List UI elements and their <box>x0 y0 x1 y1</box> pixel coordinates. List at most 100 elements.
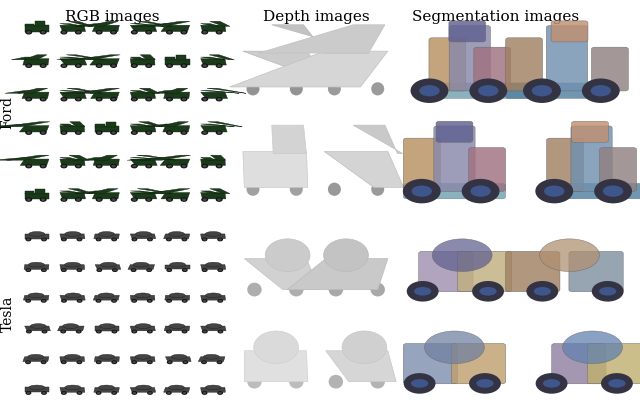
Circle shape <box>61 361 67 364</box>
Polygon shape <box>164 234 189 239</box>
Polygon shape <box>23 59 49 66</box>
Polygon shape <box>131 160 157 166</box>
Circle shape <box>202 268 207 273</box>
Circle shape <box>201 97 208 102</box>
Polygon shape <box>68 189 93 194</box>
Polygon shape <box>23 357 49 362</box>
Polygon shape <box>131 387 156 392</box>
Ellipse shape <box>99 385 115 390</box>
Ellipse shape <box>328 183 341 196</box>
Circle shape <box>113 331 116 333</box>
FancyBboxPatch shape <box>506 84 608 99</box>
Circle shape <box>41 65 45 68</box>
Circle shape <box>182 299 188 303</box>
Circle shape <box>40 198 47 202</box>
Text: Ford: Ford <box>1 96 15 129</box>
Circle shape <box>27 65 31 68</box>
Polygon shape <box>211 156 226 161</box>
Circle shape <box>148 331 152 333</box>
Polygon shape <box>201 158 215 161</box>
Circle shape <box>216 64 223 69</box>
Circle shape <box>167 239 171 241</box>
Polygon shape <box>60 158 79 161</box>
Circle shape <box>25 299 31 303</box>
Circle shape <box>97 361 100 363</box>
Circle shape <box>60 31 67 36</box>
Ellipse shape <box>411 379 428 388</box>
Circle shape <box>132 32 136 35</box>
FancyBboxPatch shape <box>591 48 628 92</box>
Circle shape <box>27 99 31 101</box>
Ellipse shape <box>289 283 303 297</box>
Polygon shape <box>209 56 234 61</box>
Polygon shape <box>159 122 189 128</box>
Polygon shape <box>60 265 84 270</box>
Circle shape <box>523 79 561 104</box>
FancyBboxPatch shape <box>434 127 475 192</box>
Polygon shape <box>138 22 172 27</box>
Circle shape <box>217 391 223 395</box>
Polygon shape <box>145 125 175 128</box>
Circle shape <box>180 31 188 36</box>
Polygon shape <box>163 126 189 133</box>
Circle shape <box>111 32 116 35</box>
Circle shape <box>131 299 137 303</box>
Circle shape <box>146 268 152 273</box>
Ellipse shape <box>412 186 432 197</box>
Circle shape <box>217 99 221 101</box>
Ellipse shape <box>247 375 262 389</box>
Ellipse shape <box>168 385 184 390</box>
Circle shape <box>25 31 32 36</box>
Circle shape <box>26 391 31 395</box>
Circle shape <box>145 97 152 102</box>
Ellipse shape <box>591 86 611 97</box>
Circle shape <box>27 32 31 35</box>
Circle shape <box>132 199 136 202</box>
Polygon shape <box>201 24 220 27</box>
Ellipse shape <box>328 375 343 389</box>
Circle shape <box>166 238 172 242</box>
Circle shape <box>168 99 172 101</box>
Circle shape <box>131 391 138 395</box>
Ellipse shape <box>478 86 499 97</box>
Circle shape <box>461 179 500 204</box>
Circle shape <box>201 164 208 169</box>
Circle shape <box>166 391 172 395</box>
FancyBboxPatch shape <box>588 344 640 384</box>
Polygon shape <box>60 160 85 166</box>
Circle shape <box>166 330 172 334</box>
Circle shape <box>60 330 66 334</box>
Polygon shape <box>243 152 308 188</box>
Circle shape <box>201 31 208 36</box>
Circle shape <box>76 99 81 101</box>
Polygon shape <box>128 265 154 270</box>
Polygon shape <box>140 56 156 61</box>
Polygon shape <box>131 158 169 161</box>
Polygon shape <box>77 89 120 94</box>
Polygon shape <box>70 122 85 128</box>
Polygon shape <box>72 56 120 61</box>
Circle shape <box>202 391 207 395</box>
Circle shape <box>111 199 116 202</box>
Polygon shape <box>12 58 34 61</box>
Circle shape <box>113 269 116 272</box>
Circle shape <box>41 99 45 101</box>
Ellipse shape <box>290 183 303 196</box>
Circle shape <box>95 64 102 69</box>
Circle shape <box>180 164 188 169</box>
Circle shape <box>168 361 172 363</box>
Polygon shape <box>60 125 74 128</box>
Circle shape <box>166 299 172 303</box>
Circle shape <box>147 99 151 101</box>
Ellipse shape <box>328 83 341 96</box>
Circle shape <box>407 281 438 302</box>
Polygon shape <box>131 192 164 194</box>
Circle shape <box>111 299 117 303</box>
Circle shape <box>201 198 208 202</box>
Polygon shape <box>60 24 84 27</box>
Circle shape <box>216 164 223 169</box>
Circle shape <box>42 300 45 302</box>
FancyBboxPatch shape <box>551 22 588 43</box>
Circle shape <box>166 64 173 69</box>
Ellipse shape <box>563 331 623 364</box>
